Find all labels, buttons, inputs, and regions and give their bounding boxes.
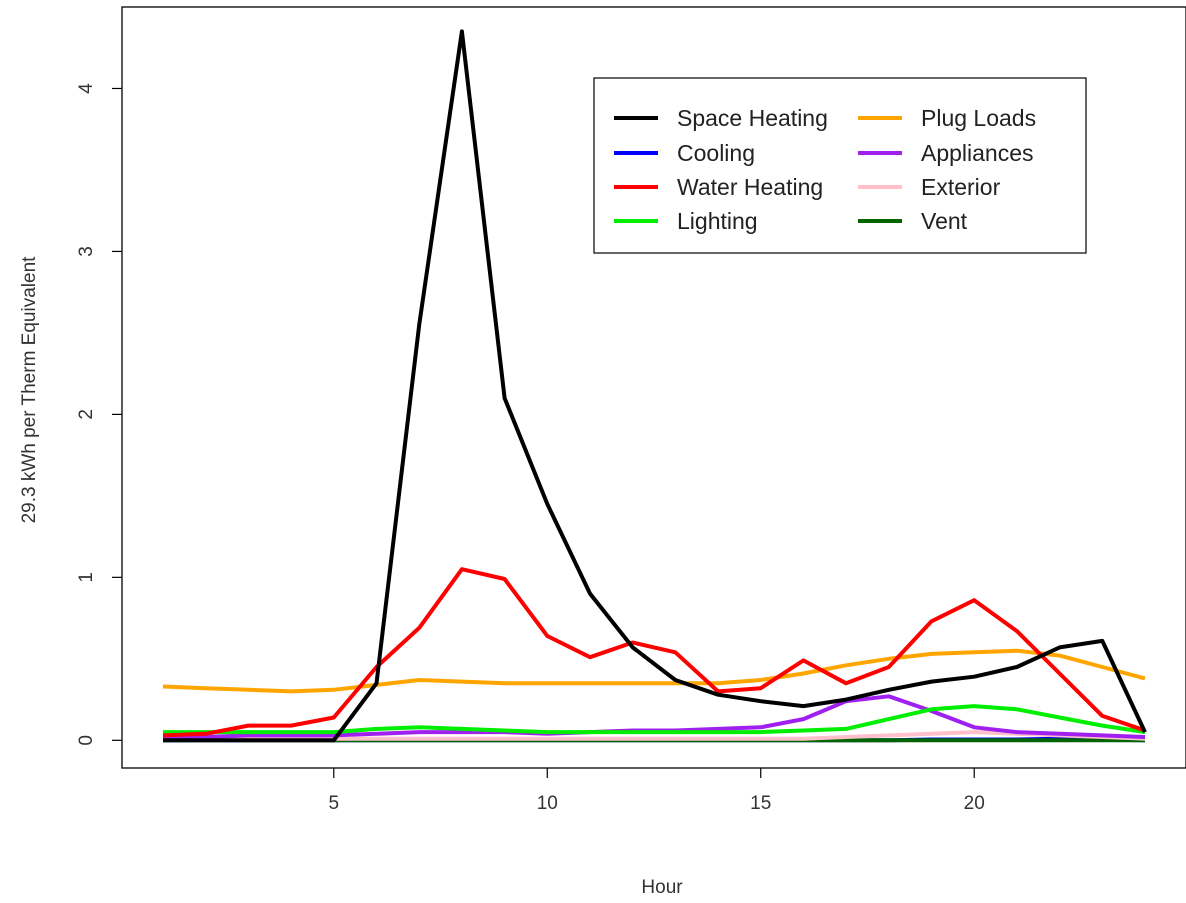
x-tick-label: 10 xyxy=(537,793,558,814)
legend-label-appliances: Appliances xyxy=(921,140,1034,166)
y-tick-label: 0 xyxy=(76,735,97,746)
legend-box xyxy=(593,77,1087,254)
legend-label-space-heating: Space Heating xyxy=(677,105,828,131)
y-tick-label: 2 xyxy=(76,409,97,420)
y-tick-label: 4 xyxy=(76,83,97,94)
x-axis: 5 10 15 20 xyxy=(328,768,985,814)
legend-label-lighting: Lighting xyxy=(677,208,758,234)
y-tick-label: 3 xyxy=(76,246,97,257)
legend-label-cooling: Cooling xyxy=(677,140,755,166)
x-tick-label: 15 xyxy=(750,793,771,814)
x-axis-title: Hour xyxy=(641,877,683,898)
legend-label-water-heating: Water Heating xyxy=(677,174,823,200)
series-line-lighting xyxy=(163,704,1146,735)
y-axis: 0 1 2 3 4 xyxy=(76,83,122,746)
x-tick-label: 5 xyxy=(328,793,339,814)
legend-label-plug-loads: Plug Loads xyxy=(921,105,1036,131)
series-line-water-heating xyxy=(162,567,1146,738)
x-tick-label: 20 xyxy=(964,793,985,814)
legend: Space Heating Cooling Water Heating Lightin… xyxy=(593,77,1087,254)
plot-frame xyxy=(121,6,1186,769)
legend-label-vent: Vent xyxy=(921,208,968,234)
series-line-plug-loads xyxy=(162,648,1146,694)
y-axis-title: 29.3 kWh per Therm Equivalent xyxy=(19,256,40,524)
series-line-space-heating xyxy=(163,29,1147,743)
legend-label-exterior: Exterior xyxy=(921,174,1001,200)
y-tick-label: 1 xyxy=(76,572,97,583)
series-layer xyxy=(162,29,1147,743)
